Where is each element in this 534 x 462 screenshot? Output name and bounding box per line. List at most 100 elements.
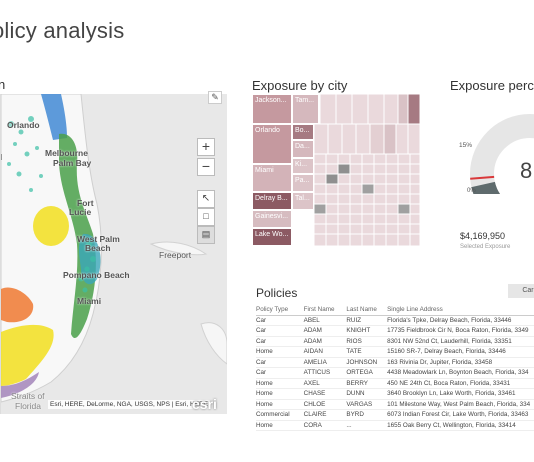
car-filter-button[interactable]: Car bbox=[508, 284, 534, 298]
map-label-beach: Beach bbox=[85, 243, 111, 253]
treemap-cell[interactable]: Tal... bbox=[292, 192, 314, 210]
table-cell: 15160 SR-7, Delray Beach, Florida, 33446 bbox=[387, 348, 506, 355]
table-cell: ... bbox=[346, 421, 352, 429]
treemap-cell[interactable]: Jackson... bbox=[252, 94, 292, 124]
map-label-orlando: Orlando bbox=[7, 120, 40, 130]
treemap-cell[interactable]: Gainesvi... bbox=[252, 210, 292, 228]
map-attribution: Esri, HERE, DeLorme, NGA, USGS, NPS | Es… bbox=[48, 400, 211, 409]
treemap-cell[interactable]: Ki... bbox=[292, 158, 314, 174]
treemap-cell[interactable]: Miami bbox=[252, 164, 292, 192]
table-cell: AXEL bbox=[303, 379, 320, 387]
zoom-in-button[interactable]: + bbox=[197, 138, 215, 156]
treemap-top-cells bbox=[319, 94, 420, 124]
map-label-palm-bay: Palm Bay bbox=[53, 158, 92, 168]
treemap-cell[interactable]: Tam... bbox=[292, 94, 319, 124]
gauge-target-label: 15% bbox=[459, 142, 473, 149]
treemap-cell[interactable]: Da... bbox=[292, 140, 314, 158]
table-cell: KNIGHT bbox=[346, 327, 371, 334]
table-cell: Car bbox=[256, 337, 267, 345]
table-cell: ORTEGA bbox=[346, 369, 373, 376]
map-label-d: d bbox=[1, 152, 2, 162]
table-cell: BERRY bbox=[346, 379, 368, 387]
map-label-miami: Miami bbox=[77, 296, 102, 306]
rectangle-select-icon[interactable]: □ bbox=[197, 208, 215, 226]
table-cell: ADAM bbox=[303, 337, 322, 345]
table-cell: ADAM bbox=[303, 327, 322, 334]
table-cell: Car bbox=[256, 358, 267, 366]
select-pointer-icon[interactable]: ↖ bbox=[197, 190, 215, 208]
zoom-out-button[interactable]: − bbox=[197, 158, 215, 176]
table-cell: 17735 Fieldbrook Cir N, Boca Raton, Flor… bbox=[387, 327, 529, 334]
table-cell: 163 Rivinia Dr, Jupiter, Florida, 33458 bbox=[387, 358, 493, 366]
table-cell: 4438 Meadowlark Ln, Boynton Beach, Flori… bbox=[387, 369, 529, 376]
header-first-name[interactable]: First Name bbox=[303, 306, 335, 313]
table-row[interactable]: Car ABEL RUIZ Florida's Tpke, Delray Beach,… bbox=[256, 316, 534, 326]
treemap-cell[interactable]: Bo... bbox=[292, 124, 314, 140]
table-header: Policy Type First Name Last Name Single … bbox=[256, 305, 534, 316]
table-cell: 8301 NW 52nd Ct, Lauderhill, Florida, 33… bbox=[387, 337, 512, 345]
table-cell: 3640 Brooklyn Ln, Lake Worth, Florida, 3… bbox=[387, 390, 516, 397]
exposure-treemap[interactable]: Jackson... Tam... Orlando Bo... Da... Mi… bbox=[252, 94, 420, 246]
table-row[interactable]: Car ATTICUS ORTEGA 4438 Meadowlark Ln, Boyn… bbox=[256, 368, 534, 379]
table-row[interactable]: Commercial CLAIRE BYRD 6073 Indian Forest C… bbox=[256, 410, 534, 421]
map[interactable]: Orlando d Melbourne Palm Bay Fort Lucie … bbox=[0, 94, 227, 414]
table-row[interactable]: Car ADAM RIOS 8301 NW 52nd Ct, Lauderhill, … bbox=[256, 337, 534, 347]
table-row[interactable]: Car ADAM KNIGHT 17735 Fieldbrook Cir N, Boc… bbox=[256, 326, 534, 337]
table-cell: BYRD bbox=[346, 411, 364, 418]
treemap-title: Exposure by city bbox=[252, 78, 348, 93]
table-cell: Home bbox=[256, 390, 273, 397]
table-cell: CORA bbox=[303, 421, 322, 429]
gauge-min-label: 0% bbox=[467, 188, 476, 194]
header-address[interactable]: Single Line Address bbox=[387, 306, 443, 313]
table-cell: VARGAS bbox=[346, 400, 373, 408]
table-row[interactable]: Car AMELIA JOHNSON 163 Rivinia Dr, Jupiter,… bbox=[256, 358, 534, 368]
table-cell: ABEL bbox=[303, 316, 320, 324]
map-label-fort: Fort bbox=[77, 198, 94, 208]
table-cell: Florida's Tpke, Delray Beach, Florida, 3… bbox=[387, 316, 512, 324]
table-cell: JOHNSON bbox=[346, 358, 378, 366]
table-cell: Home bbox=[256, 348, 273, 355]
selected-exposure-value: $4,169,950 bbox=[460, 231, 506, 241]
table-cell: Car bbox=[256, 327, 267, 334]
table-row[interactable]: Home AIDAN TATE 15160 SR-7, Delray Beach, F… bbox=[256, 347, 534, 358]
table-cell: TATE bbox=[346, 348, 362, 355]
table-cell: RUIZ bbox=[346, 316, 362, 324]
table-row[interactable]: Home CORA... 1655 Oak Berry Ct, Wellington… bbox=[256, 421, 534, 431]
map-label-straits: Straits of bbox=[11, 391, 45, 401]
gauge-title: Exposure percen bbox=[450, 78, 534, 93]
header-last-name[interactable]: Last Name bbox=[346, 306, 377, 313]
table-cell: 450 NE 24th Ct, Boca Raton, Florida, 334… bbox=[387, 379, 511, 387]
table-row[interactable]: Home AXEL BERRY 450 NE 24th Ct, Boca Raton,… bbox=[256, 379, 534, 389]
header-policy-type[interactable]: Policy Type bbox=[256, 306, 289, 313]
treemap-cell[interactable]: Lake Wo... bbox=[252, 228, 292, 246]
table-row[interactable]: Home CHASE DUNN 3640 Brooklyn Ln, Lake Wort… bbox=[256, 389, 534, 400]
table-cell: RIOS bbox=[346, 337, 362, 345]
table-cell: 6073 Indian Forest Cir, Lake Worth, Flor… bbox=[387, 411, 529, 418]
table-row[interactable]: Home CHLOE VARGAS 101 Milestone Way, West P… bbox=[256, 400, 534, 410]
table-cell: Home bbox=[256, 379, 273, 387]
lasso-select-icon[interactable]: ▤ bbox=[197, 226, 215, 244]
treemap-cell[interactable]: Orlando bbox=[252, 124, 292, 164]
table-cell: Commercial bbox=[256, 411, 290, 418]
map-label-lucie: Lucie bbox=[69, 207, 92, 217]
table-cell: ATTICUS bbox=[303, 369, 331, 376]
treemap-cell[interactable]: Pa... bbox=[292, 174, 314, 192]
treemap-small-cells bbox=[314, 124, 420, 155]
exposure-gauge bbox=[470, 114, 534, 194]
table-cell: AMELIA bbox=[303, 358, 327, 366]
map-label-melbourne: Melbourne bbox=[45, 148, 88, 158]
table-cell: AIDAN bbox=[303, 348, 323, 355]
table-cell: Car bbox=[256, 369, 267, 376]
map-title: n bbox=[0, 77, 6, 92]
table-cell: Home bbox=[256, 400, 273, 408]
table-cell: 101 Milestone Way, West Palm Beach, Flor… bbox=[387, 400, 531, 408]
gauge-fill bbox=[471, 181, 501, 194]
policies-title: Policies bbox=[256, 286, 298, 300]
page-title: olicy analysis bbox=[0, 18, 125, 43]
policies-table[interactable]: Policy Type First Name Last Name Single … bbox=[256, 305, 534, 431]
gauge-target-marker bbox=[470, 175, 495, 180]
treemap-cell[interactable]: Delray B... bbox=[252, 192, 292, 210]
edit-pencil-icon[interactable]: ✎ bbox=[208, 91, 222, 104]
table-cell: Home bbox=[256, 421, 273, 429]
table-cell: Car bbox=[256, 316, 267, 324]
